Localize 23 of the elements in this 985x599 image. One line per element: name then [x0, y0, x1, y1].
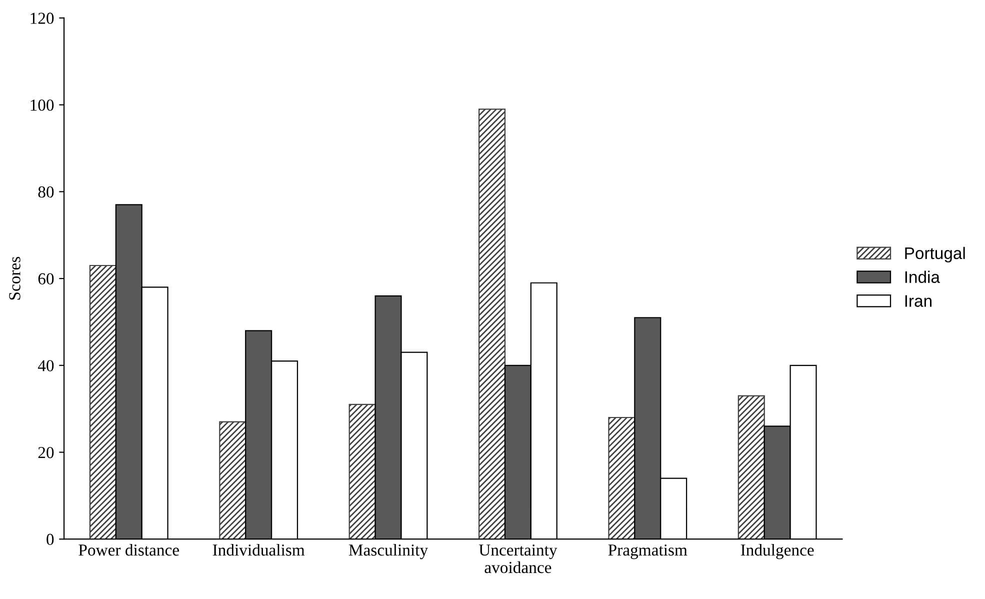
x-tick-label: Individualism [212, 544, 305, 556]
y-tick-label: 20 [38, 446, 54, 458]
x-tick-label: Power distance [78, 544, 179, 556]
y-tick-label: 40 [38, 360, 54, 372]
y-tick-label: 120 [30, 12, 54, 24]
legend-label: Iran [905, 295, 932, 307]
x-tick-label: Masculinity [348, 544, 428, 560]
y-axis-title: Scores [9, 256, 20, 300]
bar [738, 395, 765, 540]
x-tick-label: Pragmatism [608, 544, 688, 560]
bar [608, 416, 636, 540]
y-tick-label: 100 [30, 100, 54, 111]
y-tick-label: 0 [46, 534, 54, 546]
y-tick-label: 80 [38, 186, 54, 198]
legend-label: Portugal [905, 246, 965, 262]
y-tick-label: 60 [38, 273, 54, 284]
bar [348, 404, 376, 540]
bar [478, 108, 506, 540]
x-tick-label: Uncertainty avoidance [478, 544, 558, 574]
bar [89, 264, 116, 540]
x-tick-label: Indulgence [740, 544, 814, 560]
bar [219, 421, 246, 540]
legend-label: India [905, 270, 940, 284]
